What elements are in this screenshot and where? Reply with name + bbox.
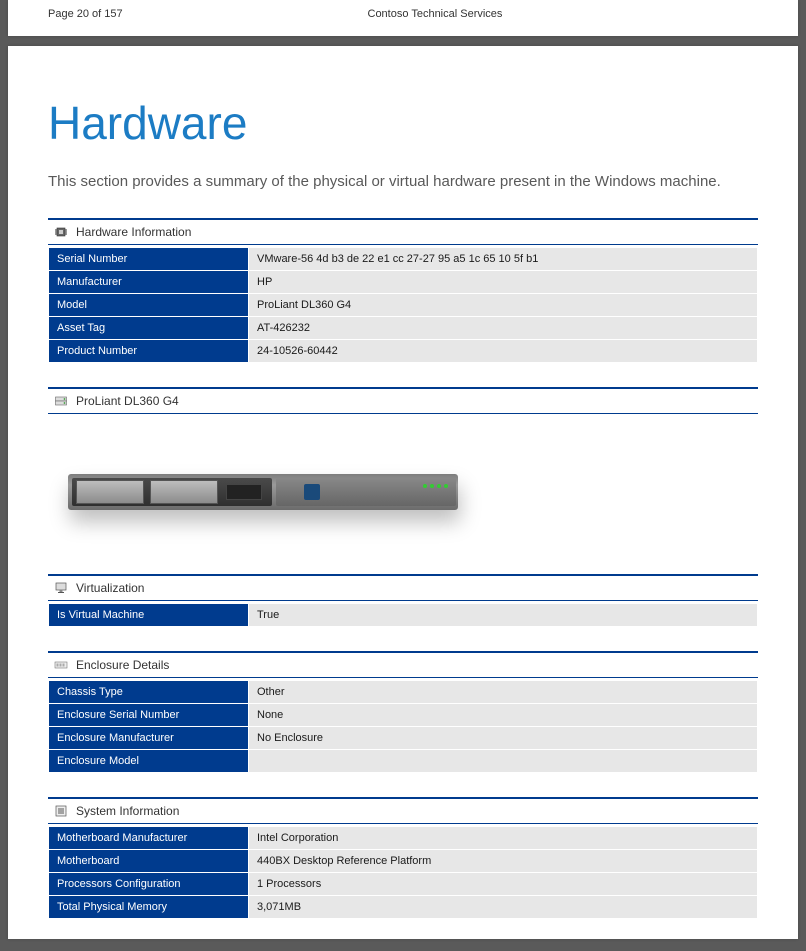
table-row: Asset TagAT-426232 xyxy=(49,317,758,340)
key-cell: Serial Number xyxy=(49,248,249,271)
system-info-table: Motherboard ManufacturerIntel Corporatio… xyxy=(48,826,758,919)
value-cell: 1 Processors xyxy=(249,873,758,896)
key-cell: Processors Configuration xyxy=(49,873,249,896)
value-cell: Intel Corporation xyxy=(249,827,758,850)
value-cell: True xyxy=(249,604,758,627)
value-cell xyxy=(249,750,758,773)
page-number: Page 20 of 157 xyxy=(48,8,368,20)
value-cell: 440BX Desktop Reference Platform xyxy=(249,850,758,873)
value-cell: 24-10526-60442 xyxy=(249,340,758,363)
section-title: Hardware Information xyxy=(76,225,191,239)
table-row: Motherboard ManufacturerIntel Corporatio… xyxy=(49,827,758,850)
section-header-virtualization: Virtualization xyxy=(48,574,758,601)
key-cell: Asset Tag xyxy=(49,317,249,340)
key-cell: Is Virtual Machine xyxy=(49,604,249,627)
table-row: ModelProLiant DL360 G4 xyxy=(49,294,758,317)
monitor-icon xyxy=(54,581,68,595)
table-row: Total Physical Memory3,071MB xyxy=(49,896,758,919)
table-row: Product Number24-10526-60442 xyxy=(49,340,758,363)
section-title: System Information xyxy=(76,804,179,818)
table-row: Serial NumberVMware-56 4d b3 de 22 e1 cc… xyxy=(49,248,758,271)
chip-icon xyxy=(54,225,68,239)
section-title: ProLiant DL360 G4 xyxy=(76,394,179,408)
intro-paragraph: This section provides a summary of the p… xyxy=(48,172,758,192)
key-cell: Enclosure Model xyxy=(49,750,249,773)
table-row: Enclosure Serial NumberNone xyxy=(49,704,758,727)
table-row: Enclosure ManufacturerNo Enclosure xyxy=(49,727,758,750)
value-cell: VMware-56 4d b3 de 22 e1 cc 27-27 95 a5 … xyxy=(249,248,758,271)
key-cell: Motherboard Manufacturer xyxy=(49,827,249,850)
key-cell: Motherboard xyxy=(49,850,249,873)
section-header-system-info: System Information xyxy=(48,797,758,824)
hardware-info-table: Serial NumberVMware-56 4d b3 de 22 e1 cc… xyxy=(48,247,758,363)
virtualization-table: Is Virtual MachineTrue xyxy=(48,603,758,627)
table-row: ManufacturerHP xyxy=(49,271,758,294)
section-header-enclosure: Enclosure Details xyxy=(48,651,758,678)
previous-page-footer: Page 20 of 157 Contoso Technical Service… xyxy=(8,0,798,36)
table-row: Is Virtual MachineTrue xyxy=(49,604,758,627)
card-icon xyxy=(54,658,68,672)
info-box-icon xyxy=(54,804,68,818)
value-cell: None xyxy=(249,704,758,727)
key-cell: Enclosure Serial Number xyxy=(49,704,249,727)
value-cell: HP xyxy=(249,271,758,294)
table-row: Motherboard440BX Desktop Reference Platf… xyxy=(49,850,758,873)
key-cell: Manufacturer xyxy=(49,271,249,294)
key-cell: Chassis Type xyxy=(49,681,249,704)
document-title: Contoso Technical Services xyxy=(368,8,759,20)
key-cell: Enclosure Manufacturer xyxy=(49,727,249,750)
key-cell: Model xyxy=(49,294,249,317)
enclosure-table: Chassis TypeOther Enclosure Serial Numbe… xyxy=(48,680,758,773)
value-cell: 3,071MB xyxy=(249,896,758,919)
section-header-hardware-info: Hardware Information xyxy=(48,218,758,245)
key-cell: Product Number xyxy=(49,340,249,363)
section-title: Virtualization xyxy=(76,581,144,595)
value-cell: No Enclosure xyxy=(249,727,758,750)
server-icon xyxy=(54,394,68,408)
key-cell: Total Physical Memory xyxy=(49,896,249,919)
product-image xyxy=(68,434,468,544)
document-page: Hardware This section provides a summary… xyxy=(8,46,798,939)
page-title: Hardware xyxy=(48,96,758,150)
table-row: Enclosure Model xyxy=(49,750,758,773)
value-cell: Other xyxy=(249,681,758,704)
table-row: Chassis TypeOther xyxy=(49,681,758,704)
section-title: Enclosure Details xyxy=(76,658,169,672)
section-header-product: ProLiant DL360 G4 xyxy=(48,387,758,414)
value-cell: ProLiant DL360 G4 xyxy=(249,294,758,317)
table-row: Processors Configuration1 Processors xyxy=(49,873,758,896)
value-cell: AT-426232 xyxy=(249,317,758,340)
